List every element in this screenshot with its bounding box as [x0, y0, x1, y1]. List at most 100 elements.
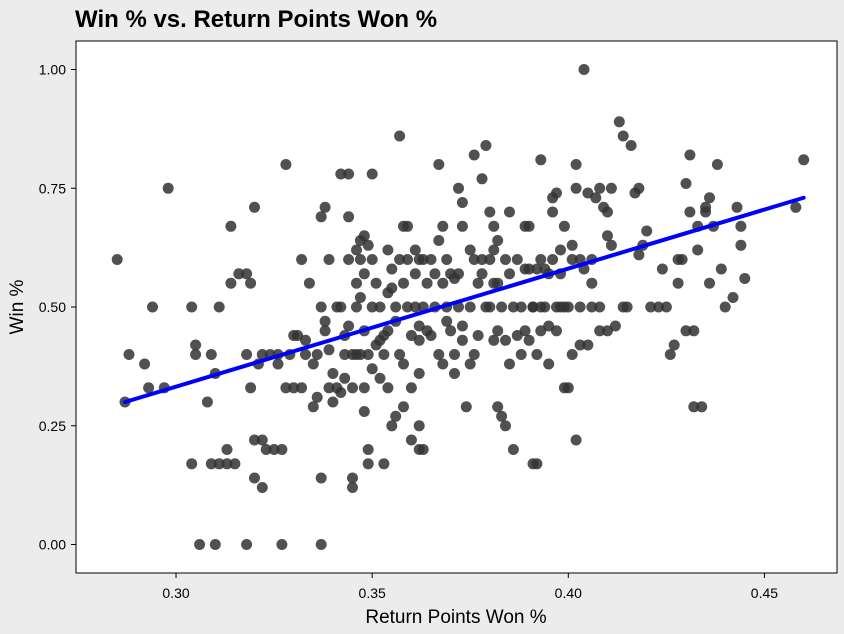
data-point — [343, 168, 355, 180]
data-point — [531, 349, 543, 360]
data-point — [386, 420, 398, 432]
y-tick-label: 1.00 — [39, 62, 66, 78]
data-point — [390, 410, 402, 422]
data-point — [249, 472, 260, 484]
data-point — [578, 64, 590, 75]
data-point — [343, 211, 355, 223]
data-point — [209, 539, 221, 550]
data-point — [425, 254, 437, 265]
data-point — [605, 239, 617, 251]
data-point — [221, 458, 233, 470]
data-point — [555, 244, 566, 256]
data-point — [700, 201, 712, 213]
data-point — [519, 325, 531, 337]
data-point — [696, 401, 708, 413]
data-point — [468, 349, 480, 360]
data-point — [241, 268, 253, 280]
data-point — [488, 244, 500, 256]
data-point — [319, 201, 331, 213]
data-point — [602, 230, 613, 242]
trend-line — [123, 195, 806, 404]
data-point — [366, 168, 378, 180]
data-point — [241, 349, 253, 360]
data-point — [280, 382, 292, 394]
data-point — [190, 349, 202, 360]
data-point — [245, 277, 257, 289]
data-point — [382, 382, 394, 394]
data-point — [296, 382, 308, 394]
data-point — [394, 130, 406, 142]
data-point — [378, 458, 390, 470]
data-point — [433, 235, 445, 246]
y-axis-title: Win % — [7, 279, 28, 334]
data-point — [500, 420, 511, 432]
data-point — [507, 444, 519, 455]
data-point — [476, 173, 488, 185]
data-point — [402, 254, 413, 265]
data-point — [456, 320, 468, 332]
data-point — [315, 301, 327, 313]
data-point — [343, 320, 355, 332]
data-point — [425, 330, 437, 341]
data-point — [351, 244, 362, 256]
data-point — [656, 263, 668, 275]
data-point — [602, 206, 613, 218]
data-point — [468, 254, 480, 265]
data-point — [480, 140, 492, 151]
data-point — [323, 344, 335, 356]
data-point — [500, 334, 511, 346]
data-point — [402, 220, 413, 232]
data-point — [715, 263, 727, 275]
data-point — [507, 301, 519, 313]
data-point — [676, 254, 688, 265]
data-point — [315, 539, 327, 550]
data-point — [390, 301, 402, 313]
data-point — [441, 315, 453, 327]
data-point — [276, 444, 288, 455]
data-point — [547, 206, 559, 218]
data-point — [437, 358, 449, 370]
data-point — [456, 334, 468, 346]
data-point — [213, 458, 225, 470]
data-point — [402, 301, 413, 313]
data-point — [468, 149, 480, 161]
data-point — [272, 358, 284, 370]
data-point — [672, 277, 684, 289]
data-point — [539, 301, 551, 313]
data-point — [449, 349, 460, 360]
data-point — [484, 301, 496, 313]
data-point — [315, 211, 327, 223]
data-point — [727, 292, 739, 303]
data-point — [245, 382, 257, 394]
x-tick-label: 0.30 — [162, 585, 189, 601]
data-point — [409, 301, 421, 313]
data-point — [194, 539, 206, 550]
data-point — [464, 301, 476, 313]
data-point — [413, 320, 425, 332]
data-point — [111, 254, 123, 265]
data-point — [241, 539, 253, 550]
data-point — [398, 277, 409, 289]
data-point — [719, 301, 731, 313]
data-point — [535, 325, 547, 337]
data-point — [358, 230, 370, 242]
data-point — [300, 349, 311, 360]
data-point — [547, 254, 559, 265]
data-point — [413, 334, 425, 346]
data-point — [609, 320, 621, 332]
data-point — [586, 301, 598, 313]
data-point — [362, 239, 374, 251]
data-point — [339, 349, 351, 360]
data-point — [453, 268, 464, 280]
data-point — [645, 301, 657, 313]
data-point — [492, 277, 504, 289]
data-point — [143, 382, 155, 394]
data-point — [460, 401, 472, 413]
data-point — [464, 358, 476, 370]
data-point — [625, 140, 637, 151]
data-point — [339, 372, 351, 384]
data-point — [641, 225, 653, 237]
data-point — [492, 325, 504, 337]
data-point — [680, 178, 692, 189]
data-point — [437, 277, 449, 289]
